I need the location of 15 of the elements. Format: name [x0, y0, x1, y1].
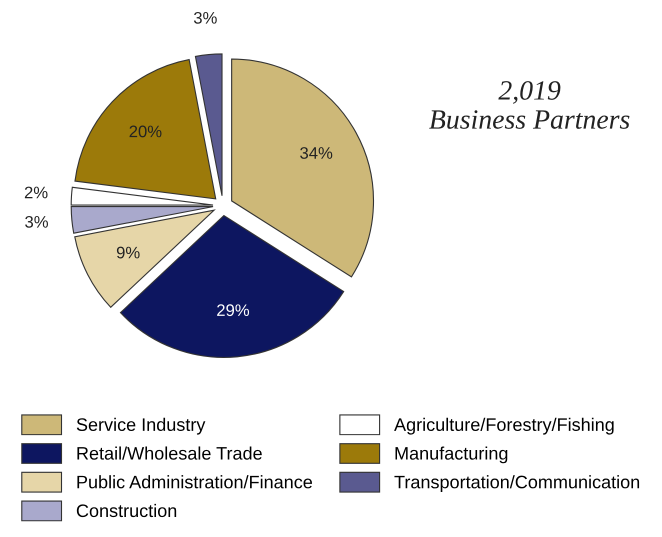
- data-label: 20%: [130, 126, 162, 138]
- text: 2,019 Business Partners: [429, 81, 630, 129]
- legend-label: Manufacturing: [396, 446, 508, 464]
- legend-label: Service Industry: [76, 418, 206, 435]
- data-label: 2%: [24, 186, 48, 198]
- legend-label: Retail/Wholesale Trade: [77, 446, 262, 460]
- data-label: 3%: [194, 12, 217, 24]
- data-label: 29%: [217, 304, 250, 316]
- data-label: 9%: [116, 246, 140, 258]
- legend-label: Agriculture/Forestry/Fishing: [394, 418, 614, 435]
- data-label: 3%: [25, 216, 48, 228]
- data-label: 34%: [300, 147, 332, 159]
- legend-label: Public Administration/Finance: [77, 475, 312, 488]
- legend-label: Transportation/Communication: [394, 475, 640, 492]
- legend-label: Construction: [76, 504, 176, 518]
